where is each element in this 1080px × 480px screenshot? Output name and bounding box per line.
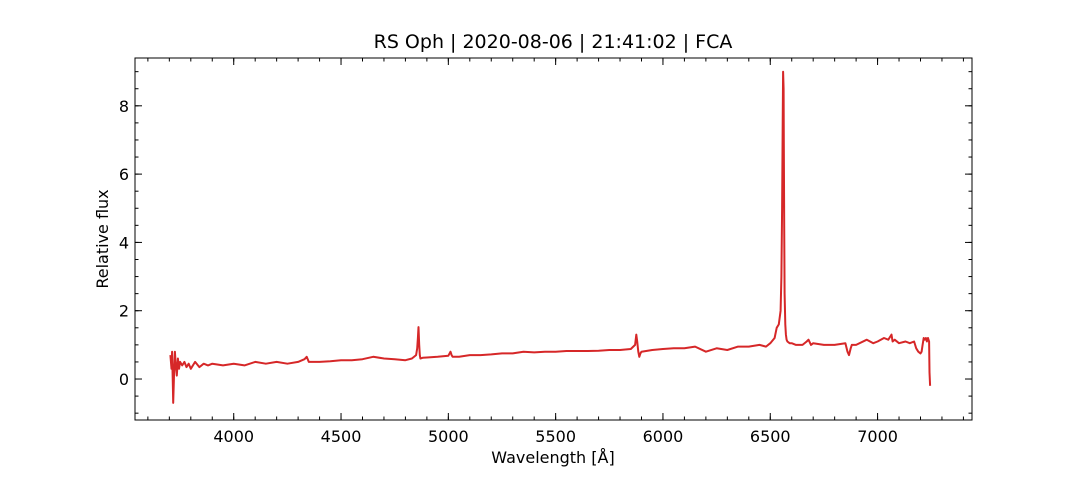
y-tick-label: 4 <box>119 233 129 252</box>
x-tick-label: 6500 <box>750 427 791 446</box>
x-tick-label: 5500 <box>535 427 576 446</box>
y-tick-label: 0 <box>119 370 129 389</box>
x-tick-label: 6000 <box>643 427 684 446</box>
x-axis-label: Wavelength [Å] <box>491 448 614 467</box>
x-tick-label: 7000 <box>857 427 898 446</box>
axis-ticks <box>135 58 972 420</box>
chart-title: RS Oph | 2020-08-06 | 21:41:02 | FCA <box>374 31 733 53</box>
plot-area-frame <box>134 57 973 421</box>
y-tick-label: 8 <box>119 97 129 116</box>
x-tick-label: 4000 <box>213 427 254 446</box>
tick-labels: 4000 4500 5000 5500 6000 6500 7000 0 2 4 6 8 <box>119 97 898 446</box>
x-tick-label: 4500 <box>321 427 362 446</box>
x-tick-label: 5000 <box>428 427 469 446</box>
series-line-spectrum <box>169 70 932 404</box>
y-tick-label: 6 <box>119 165 129 184</box>
y-axis-label: Relative flux <box>93 189 112 288</box>
y-tick-label: 2 <box>119 302 129 321</box>
